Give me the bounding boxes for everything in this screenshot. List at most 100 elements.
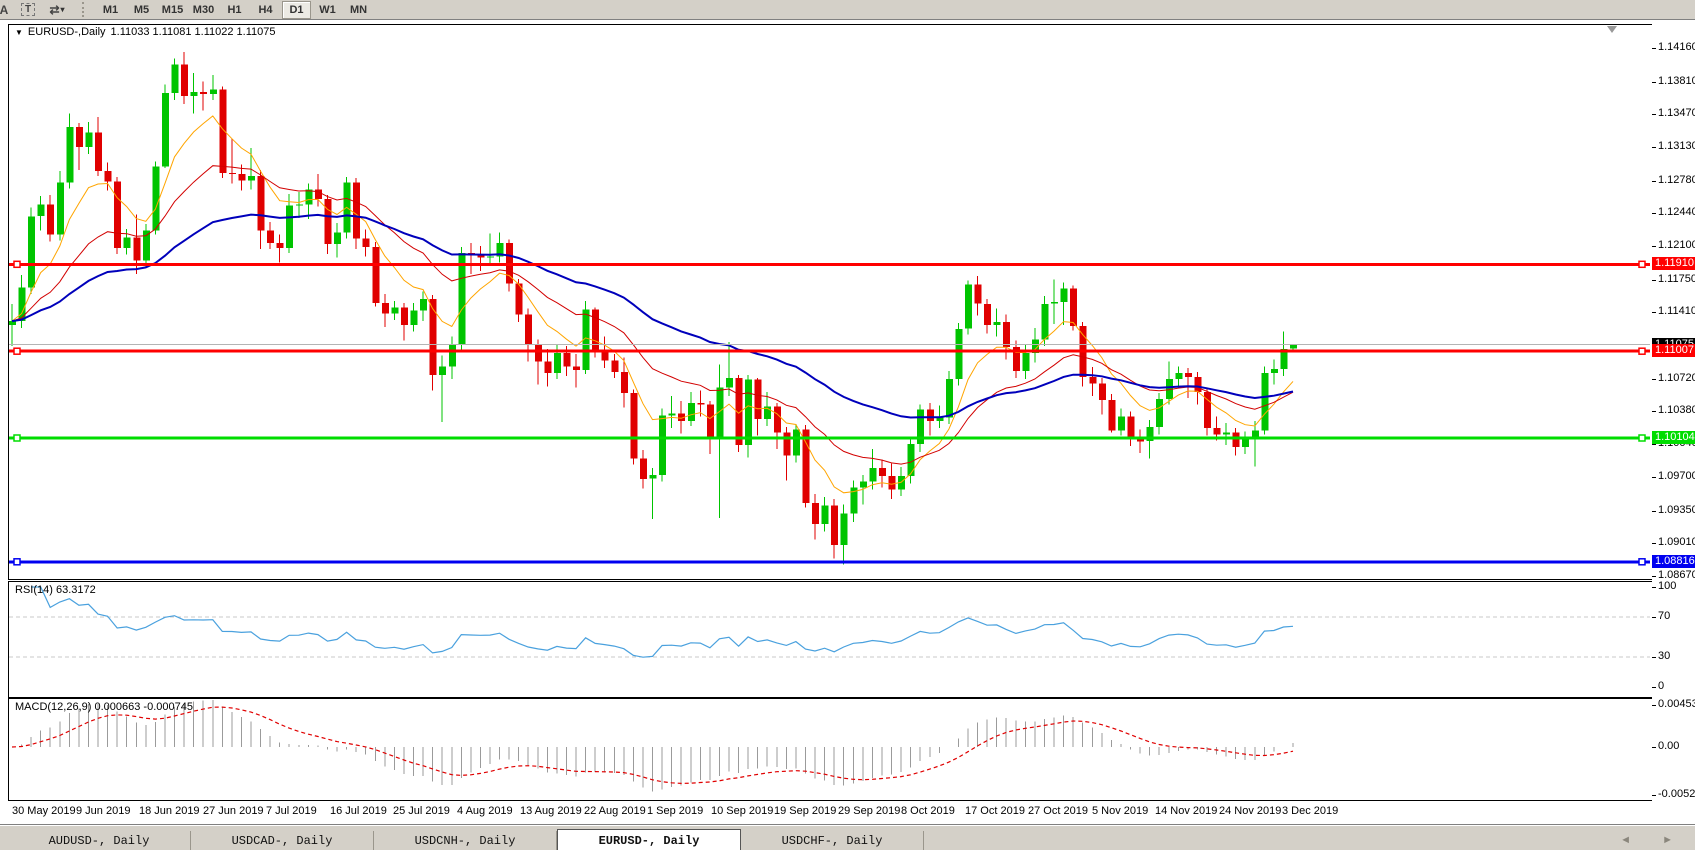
date-axis-label: 27 Oct 2019 — [1028, 805, 1088, 817]
arrange-windows-icon[interactable]: ⇄ ▾ — [40, 1, 74, 18]
text-label-tool-icon[interactable]: T — [16, 1, 40, 18]
timeframe-button-w1[interactable]: W1 — [319, 3, 336, 16]
date-axis-label: 25 Jul 2019 — [393, 805, 450, 817]
rsi-chart-canvas[interactable] — [9, 582, 1650, 695]
price-axis-label: 1.10380 — [1658, 404, 1695, 416]
date-axis-label: 3 Dec 2019 — [1282, 805, 1339, 817]
hline-price-badge: 1.08816 — [1652, 555, 1695, 568]
price-axis-label: 1.09010 — [1658, 536, 1695, 548]
axis-tick — [1652, 213, 1656, 214]
axis-tick — [1652, 587, 1656, 588]
axis-tick — [1652, 511, 1656, 512]
timeframe-button-d1[interactable]: D1 — [282, 0, 311, 19]
candlestick-chart-canvas[interactable] — [9, 25, 1650, 577]
price-axis-label: 1.11750 — [1658, 273, 1695, 285]
axis-tick — [1652, 147, 1656, 148]
rsi-label: RSI(14) 63.3172 — [15, 584, 96, 596]
timeframe-button-m1[interactable]: M1 — [102, 3, 119, 16]
date-axis-label: 9 Jun 2019 — [76, 805, 131, 817]
axis-tick — [1652, 114, 1656, 115]
axis-tick — [1652, 477, 1656, 478]
axis-tick — [1652, 705, 1656, 706]
chart-tab-usdcaddaily[interactable]: USDCAD-, Daily — [191, 831, 374, 850]
tab-scroll-arrows[interactable]: ◄ ► — [1620, 834, 1687, 846]
axis-tick — [1652, 687, 1656, 688]
date-axis-label: 24 Nov 2019 — [1219, 805, 1282, 817]
hline-price-badge: 1.11910 — [1652, 257, 1695, 270]
axis-tick — [1652, 657, 1656, 658]
chart-title: ▼ EURUSD-,Daily 1.11033 1.11081 1.11022 … — [15, 26, 276, 38]
date-axis-label: 16 Jul 2019 — [330, 805, 387, 817]
chart-menu-arrow-icon[interactable]: ▼ — [15, 27, 23, 37]
chart-tab-usdchfdaily[interactable]: USDCHF-, Daily — [741, 831, 924, 850]
text-icon: T — [20, 3, 36, 16]
chart-tab-audusddaily[interactable]: AUDUSD-, Daily — [8, 831, 191, 850]
axis-tick — [1652, 82, 1656, 83]
price-chart-pane[interactable] — [8, 24, 1653, 580]
timeframe-button-m15[interactable]: M15 — [161, 3, 184, 16]
timeframe-button-h1[interactable]: H1 — [227, 3, 242, 16]
price-axis-label: 1.13130 — [1658, 140, 1695, 152]
macd-axis-label: 0.004536 — [1658, 698, 1695, 710]
price-axis-column[interactable] — [1652, 20, 1695, 822]
date-axis-label: 1 Sep 2019 — [647, 805, 704, 817]
chart-tab-usdcnhdaily[interactable]: USDCNH-, Daily — [374, 831, 557, 850]
timeframe-button-m5[interactable]: M5 — [133, 3, 150, 16]
chart-shift-marker[interactable] — [1607, 26, 1617, 33]
rsi-indicator-pane[interactable]: RSI(14) 63.3172 — [8, 581, 1653, 698]
chevron-down-icon: ▾ — [60, 5, 65, 14]
axis-tick — [1652, 280, 1656, 281]
date-axis-label: 29 Sep 2019 — [838, 805, 901, 817]
price-axis-label: 1.13470 — [1658, 107, 1695, 119]
font-tool-icon[interactable]: A — [0, 1, 16, 18]
date-axis-label: 7 Jul 2019 — [266, 805, 317, 817]
chart-tab-eurusddaily[interactable]: EURUSD-, Daily — [557, 829, 741, 850]
axis-tick — [1652, 617, 1656, 618]
axis-tick — [1652, 312, 1656, 313]
price-axis-label: 1.09700 — [1658, 470, 1695, 482]
date-axis-label: 22 Aug 2019 — [584, 805, 646, 817]
macd-label: MACD(12,26,9) 0.000663 -0.000745 — [15, 701, 193, 713]
date-axis-label: 13 Aug 2019 — [520, 805, 582, 817]
date-axis-label: 14 Nov 2019 — [1155, 805, 1218, 817]
axis-tick — [1652, 379, 1656, 380]
price-axis-label: 1.14160 — [1658, 41, 1695, 53]
axis-tick — [1652, 747, 1656, 748]
price-axis-label: 1.12100 — [1658, 239, 1695, 251]
top-toolbar: A T ⇄ ▾ M1 M5 M15 M30 H1 H4 D1 W1 MN — [0, 0, 1695, 20]
axis-tick — [1652, 444, 1656, 445]
hline-price-badge: 1.10104 — [1652, 431, 1695, 444]
rsi-axis-label: 0 — [1658, 680, 1665, 692]
chart-ohlc-values: 1.11033 1.11081 1.11022 1.11075 — [110, 26, 276, 38]
timeframe-button-h4[interactable]: H4 — [258, 3, 273, 16]
price-axis-label: 1.08670 — [1658, 569, 1695, 581]
macd-axis-label: -0.005205 — [1658, 788, 1695, 800]
timeframe-button-mn[interactable]: MN — [349, 3, 368, 16]
chart-symbol-label: EURUSD-,Daily — [27, 26, 106, 38]
axis-tick — [1652, 246, 1656, 247]
rsi-axis-label: 100 — [1658, 580, 1677, 592]
timeframe-button-m30[interactable]: M30 — [192, 3, 215, 16]
toolbar-grip — [82, 2, 91, 17]
axis-tick — [1652, 795, 1656, 796]
hline-price-badge: 1.11007 — [1652, 344, 1695, 357]
letter-a-icon: A — [0, 2, 9, 17]
macd-axis-label: 0.00 — [1658, 740, 1680, 752]
date-axis-label: 5 Nov 2019 — [1092, 805, 1149, 817]
price-axis-label: 1.12780 — [1658, 174, 1695, 186]
axis-tick — [1652, 576, 1656, 577]
date-axis-label: 8 Oct 2019 — [901, 805, 955, 817]
price-axis-label: 1.12440 — [1658, 206, 1695, 218]
date-axis-label: 10 Sep 2019 — [711, 805, 774, 817]
axis-tick — [1652, 543, 1656, 544]
macd-chart-canvas[interactable] — [9, 699, 1650, 798]
axis-tick — [1652, 48, 1656, 49]
price-axis-label: 1.09350 — [1658, 504, 1695, 516]
rsi-axis-label: 70 — [1658, 610, 1671, 622]
date-axis-label: 17 Oct 2019 — [965, 805, 1025, 817]
arrows-icon: ⇄ — [49, 2, 60, 17]
price-axis-label: 1.10720 — [1658, 372, 1695, 384]
macd-indicator-pane[interactable]: MACD(12,26,9) 0.000663 -0.000745 — [8, 698, 1653, 801]
chart-tab-bar: AUDUSD-, Daily USDCAD-, Daily USDCNH-, Dai… — [0, 824, 1695, 850]
